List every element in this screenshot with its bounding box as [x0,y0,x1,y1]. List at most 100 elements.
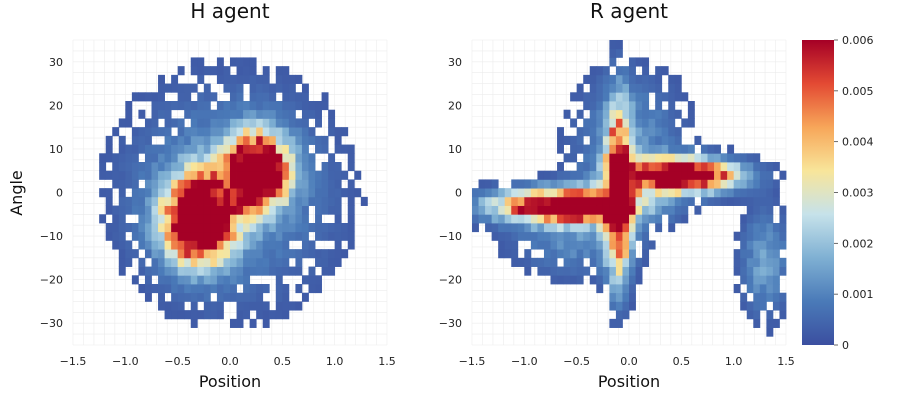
heatmap-cell [184,188,192,198]
colorbar-gradient [802,40,834,345]
heatmap-cell [570,118,578,128]
heatmap-cell [288,118,296,128]
heatmap-cell [223,74,231,84]
heatmap-cell [256,179,264,189]
heatmap-cell [249,266,257,276]
heatmap-cell [131,275,139,285]
heatmap-cell [596,231,604,241]
heatmap-cell [315,196,322,206]
heatmap-cell [694,135,702,145]
heatmap-cell [674,214,682,224]
heatmap-cell [177,144,185,154]
heatmap-cell [498,205,506,215]
heatmap-cell [275,266,283,276]
heatmap-cell [197,162,205,172]
heatmap-cell [223,153,231,163]
heatmap-cell [144,127,152,137]
heatmap-cell [158,223,165,233]
heatmap-cell [308,127,316,137]
heatmap-cell [190,83,198,93]
heatmap-cell [681,153,689,163]
heatmap-cell [668,144,676,154]
heatmap-cell [517,179,525,189]
heatmap-cell [210,249,218,259]
heatmap-cell [687,162,695,172]
heatmap-cell [557,266,564,276]
heatmap-cell [230,118,237,128]
heatmap-cell [615,188,623,198]
heatmap-cell [576,144,584,154]
heatmap-cell [249,188,257,198]
heatmap-cell [230,170,237,180]
heatmap-cell [158,205,165,215]
heatmap-cell [334,231,342,241]
heatmap-cell [197,127,205,137]
heatmap-cell [138,266,146,276]
heatmap-cell [347,162,355,172]
heatmap-cell [262,257,270,267]
heatmap-cell [576,162,584,172]
heatmap-cell [151,214,159,224]
heatmap-cell [308,223,316,233]
y-tick-label: 20 [448,99,462,112]
x-tick-label: 0.5 [673,355,691,368]
heatmap-cell [511,231,519,241]
heatmap-cell [301,231,309,241]
heatmap-cell [262,179,270,189]
x-tick-label: 0.0 [620,355,638,368]
heatmap-cell [563,179,571,189]
heatmap-cell [308,284,316,294]
heatmap-cell [570,179,578,189]
heatmap-cell [583,205,591,215]
heatmap-cell [164,127,172,137]
heatmap-cell [216,101,224,111]
heatmap-cell [602,92,610,102]
heatmap-cell [622,205,630,215]
heatmap-cell [171,231,179,241]
heatmap-cell [275,240,283,250]
heatmap-cell [315,101,322,111]
heatmap-cell [269,153,277,163]
heatmap-cell [190,196,198,206]
heatmap-cell [681,162,689,172]
heatmap-cell [138,231,146,241]
heatmap-cell [557,179,564,189]
heatmap-cell [491,188,499,198]
heatmap-cell [674,109,682,119]
heatmap-cell [184,266,192,276]
heatmap-cell [144,214,152,224]
heatmap-cell [328,188,336,198]
heatmap-cell [648,153,656,163]
heatmap-cell [491,196,499,206]
heatmap-cell [177,214,185,224]
heatmap-cell [184,109,192,119]
heatmap-cell [557,240,564,250]
heatmap-cell [609,144,617,154]
heatmap-cell [118,179,126,189]
heatmap-cell [609,257,617,267]
heatmap-cell [301,101,309,111]
heatmap-cell [642,109,650,119]
heatmap-cell [190,170,198,180]
heatmap-cell [164,301,172,311]
heatmap-cell [158,179,165,189]
heatmap-cell [275,275,283,285]
heatmap-cell [295,266,303,276]
heatmap-cell [125,240,133,250]
heatmap-cell [759,240,767,250]
heatmap-cell [629,170,636,180]
heatmap-cell [99,162,107,172]
heatmap-cell [596,179,604,189]
heatmap-cell [635,57,643,67]
heatmap-cell [589,92,597,102]
heatmap-cell [498,240,506,250]
heatmap-cell [563,231,571,241]
heatmap-cell [177,301,185,311]
heatmap-cell [288,170,296,180]
heatmap-cell [328,162,336,172]
heatmap-cell [504,249,512,259]
heatmap-cell [295,118,303,128]
heatmap-cell [262,144,270,154]
heatmap-cell [203,214,211,224]
